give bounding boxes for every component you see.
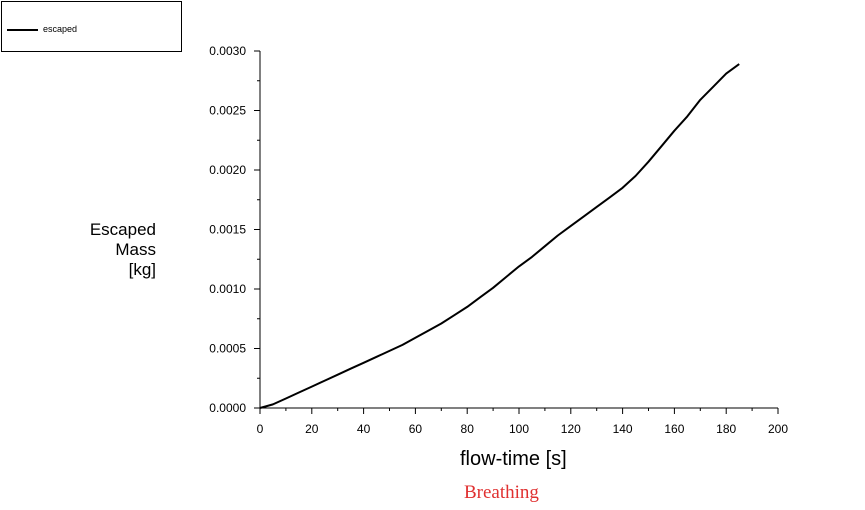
x-tick-label: 20 (305, 422, 319, 436)
y-tick-label: 0.0000 (209, 401, 246, 415)
y-axis-label-line-3: [kg] (128, 260, 156, 279)
chart-caption: Breathing (464, 482, 539, 503)
y-axis-label: Escaped Mass [kg] (90, 220, 156, 280)
x-tick-label: 60 (409, 422, 423, 436)
legend-label-escaped: escaped (43, 24, 78, 34)
y-tick-label: 0.0005 (209, 342, 246, 356)
y-tick-label: 0.0025 (209, 104, 246, 118)
y-tick-label: 0.0015 (209, 223, 246, 237)
legend: escaped (1, 1, 182, 52)
x-tick-label: 180 (716, 422, 736, 436)
y-axis-label-line-2: Mass (115, 240, 156, 259)
series-line-escaped (259, 63, 740, 409)
y-axis-label-line-1: Escaped (89, 220, 156, 239)
y-tick-label: 0.0030 (209, 44, 246, 58)
y-tick-label: 0.0010 (209, 282, 246, 296)
x-tick-label: 40 (357, 422, 371, 436)
x-tick-label: 200 (768, 422, 788, 436)
x-tick-label: 120 (561, 422, 581, 436)
x-tick-label: 160 (664, 422, 684, 436)
x-tick-label: 100 (509, 422, 529, 436)
x-axis-label: flow-time [s] (460, 448, 567, 470)
x-tick-label: 0 (257, 422, 264, 436)
legend-swatch-escaped (7, 29, 38, 31)
x-tick-label: 80 (461, 422, 475, 436)
y-tick-label: 0.0020 (209, 163, 246, 177)
x-tick-label: 140 (613, 422, 633, 436)
